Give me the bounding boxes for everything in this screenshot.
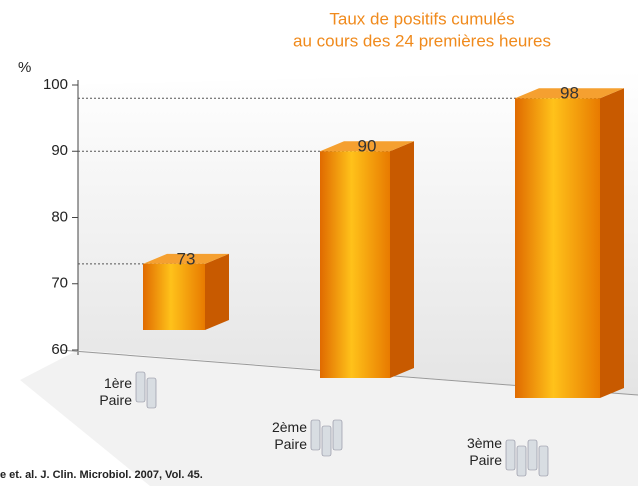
chart: Taux de positifs cumulés au cours des 24… xyxy=(0,0,638,486)
bar xyxy=(143,264,205,330)
bottle-icon xyxy=(311,420,320,450)
chart-title: au cours des 24 premières heures xyxy=(293,31,551,50)
value-label: 98 xyxy=(560,84,579,103)
bar xyxy=(320,151,390,378)
y-tick-label: 60 xyxy=(51,341,68,358)
bottle-icon xyxy=(333,420,342,450)
bar xyxy=(515,98,600,398)
bottle-icon xyxy=(539,446,548,476)
y-tick-label: 70 xyxy=(51,275,68,292)
bottle-icon xyxy=(517,446,526,476)
bar-side xyxy=(600,88,624,398)
y-tick-label: 80 xyxy=(51,208,68,225)
bar-side xyxy=(205,254,229,330)
bottle-icon xyxy=(506,440,515,470)
value-label: 73 xyxy=(177,249,196,268)
page: {"chart_data": {"type": "bar3d", "title"… xyxy=(0,0,638,486)
y-tick-label: 100 xyxy=(43,76,68,93)
bottle-icon xyxy=(147,378,156,408)
bottle-icon xyxy=(528,440,537,470)
bottle-icon xyxy=(322,426,331,456)
x-tick-label: 2ème Paire xyxy=(255,419,307,453)
x-tick-label: 1ère Paire xyxy=(80,375,132,409)
chart-title: Taux de positifs cumulés xyxy=(329,9,514,28)
bar-side xyxy=(390,141,414,378)
x-tick-label: 3ème Paire xyxy=(450,435,502,469)
bottle-icon xyxy=(136,372,145,402)
value-label: 90 xyxy=(358,137,377,156)
y-tick-label: 90 xyxy=(51,142,68,159)
footnote: e et. al. J. Clin. Microbiol. 2007, Vol.… xyxy=(0,469,203,481)
y-axis-label: % xyxy=(18,59,31,76)
